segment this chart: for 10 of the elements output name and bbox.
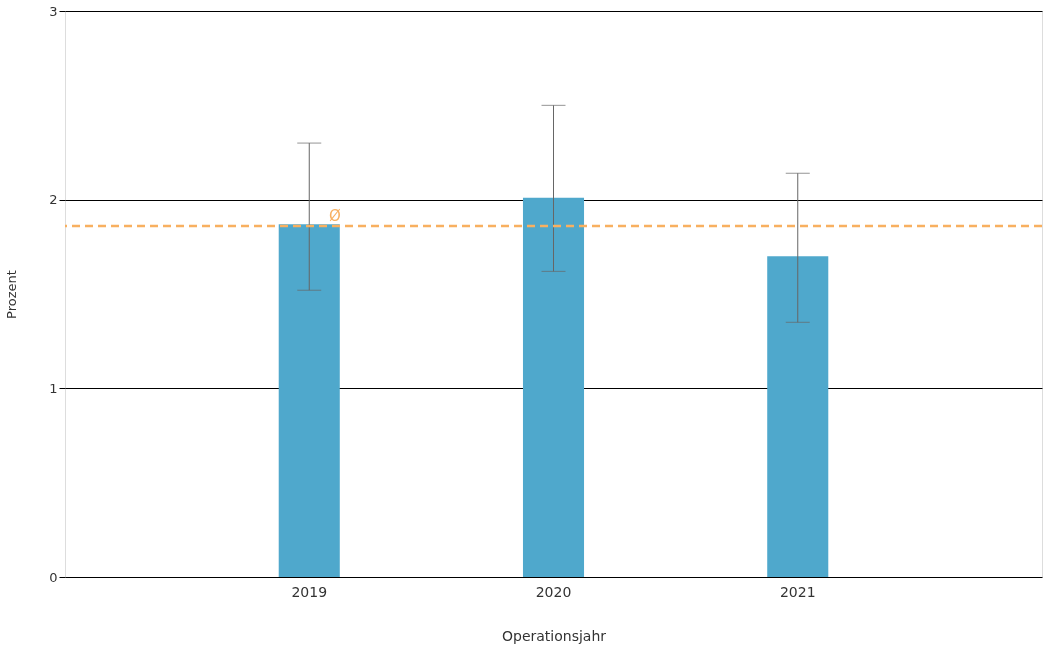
ref-line-label: Ø <box>329 207 342 226</box>
y-tick-label: 2 <box>49 192 58 208</box>
y-axis-title: Prozent <box>4 270 20 319</box>
x-tick-label: 2021 <box>779 583 816 600</box>
x-axis-title: Operationsjahr <box>501 627 607 644</box>
y-tick-label: 1 <box>49 380 58 396</box>
x-tick-label: 2019 <box>291 583 328 600</box>
y-tick-label: 3 <box>49 3 58 19</box>
y-tick-label: 0 <box>49 569 58 585</box>
x-tick-label: 2020 <box>535 583 572 600</box>
